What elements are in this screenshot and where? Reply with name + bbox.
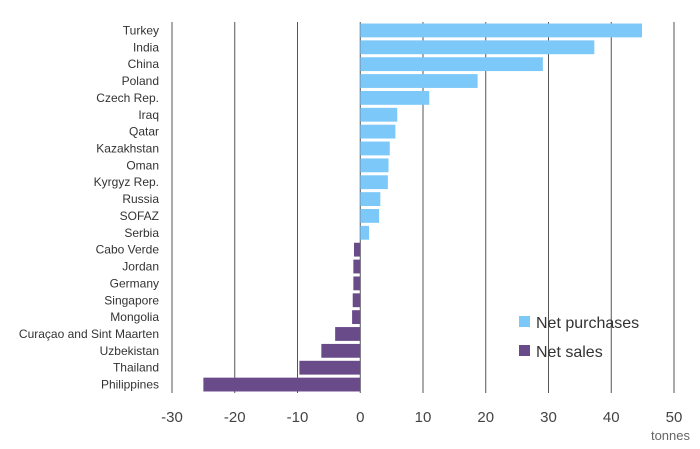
bar-qatar [360,124,396,139]
category-label-poland: Poland [122,74,159,88]
category-label-mongolia: Mongolia [110,310,159,324]
category-label-cabo-verde: Cabo Verde [96,243,160,257]
bar-philippines [203,377,361,392]
category-label-jordan: Jordan [122,260,159,274]
bar-turkey [360,23,642,38]
bar-poland [360,74,478,88]
category-label-germany: Germany [110,276,159,290]
bar-kazakhstan [360,141,390,156]
bar-uzbekistan [321,343,361,358]
x-tick-label: 20 [477,409,494,426]
bar-jordan [353,259,361,274]
category-label-cura-ao-and-sint-maarten: Curaçao and Sint Maarten [19,327,159,341]
legend-swatch-net-sales [519,345,530,356]
bar-kyrgyz-rep [360,175,388,190]
bar-serbia [360,225,370,240]
category-label-iraq: Iraq [138,108,159,122]
bar-sofaz [360,209,380,223]
x-tick-label: 10 [415,409,432,426]
bars [203,23,642,392]
x-tick-label: 40 [603,409,620,426]
category-label-serbia: Serbia [124,226,159,240]
bar-india [360,40,595,55]
x-tick-label: -20 [224,409,246,426]
legend-swatch-net-purchases [519,316,530,327]
bar-cabo-verde [353,242,361,257]
x-tick-label: -10 [287,409,309,426]
category-label-czech-rep: Czech Rep. [96,91,159,105]
bar-germany [353,276,361,291]
category-label-thailand: Thailand [113,361,159,375]
x-tick-label: 0 [356,409,364,426]
legend: Net purchases Net sales [519,315,639,361]
category-label-uzbekistan: Uzbekistan [100,344,159,358]
bar-china [360,57,543,72]
category-label-philippines: Philippines [101,378,159,392]
bar-russia [360,192,381,206]
category-label-kazakhstan: Kazakhstan [96,141,159,155]
category-label-singapore: Singapore [104,293,159,307]
category-label-turkey: Turkey [123,23,159,37]
bar-oman [360,158,389,173]
x-tick-label: 30 [540,409,557,426]
legend-label-net-purchases: Net purchases [536,315,639,332]
bar-cura-ao-and-sint-maarten [335,327,361,341]
category-label-qatar: Qatar [129,125,159,139]
unit-label: tonnes [651,428,691,443]
bar-czech-rep [360,90,430,105]
category-label-russia: Russia [122,192,159,206]
x-axis-ticks: -30 -20 -10 0 10 20 30 40 50 [161,409,682,426]
category-label-sofaz: SOFAZ [120,209,159,223]
category-label-oman: Oman [126,158,159,172]
bar-iraq [360,107,398,122]
x-tick-label: -30 [161,409,183,426]
bar-thailand [299,360,361,375]
legend-label-net-sales: Net sales [536,344,603,361]
category-label-india: India [133,40,159,54]
x-tick-label: 50 [666,409,683,426]
bar-singapore [352,293,361,308]
category-labels: Turkey India China Poland Czech Rep. Iraq Qata… [19,23,159,391]
category-label-kyrgyz-rep: Kyrgyz Rep. [94,175,159,189]
bar-mongolia [352,310,361,325]
category-label-china: China [128,57,160,71]
